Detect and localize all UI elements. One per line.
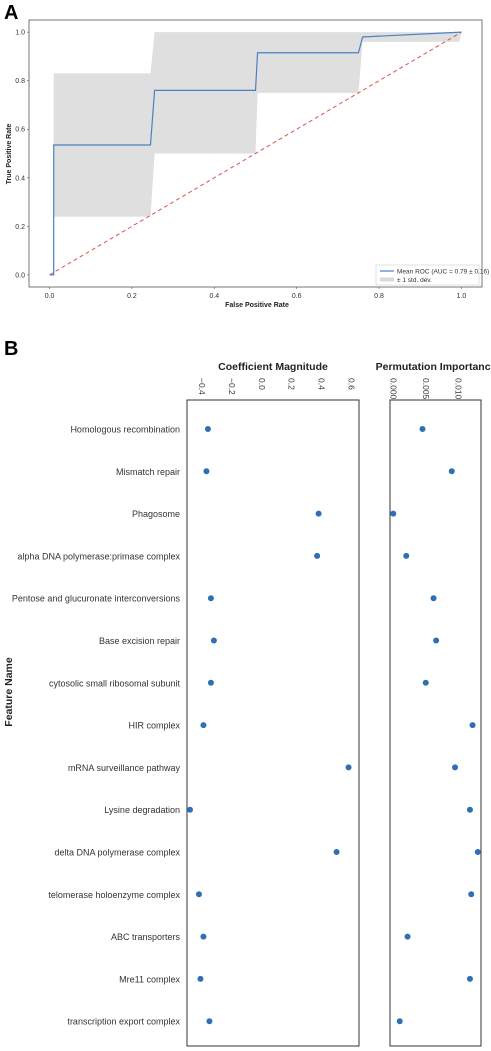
roc-x-ticks: 0.0 0.2 0.4 0.6 0.8 1.0 <box>45 287 467 300</box>
permutation-x-tick-label: 0.000 <box>388 378 398 400</box>
coefficient-point-13 <box>197 975 204 982</box>
feature-label-14: transcription export complex <box>67 1017 180 1027</box>
coefficient-point-0 <box>204 426 211 432</box>
feature-label-13: Mre11 complex <box>119 974 180 984</box>
roc-mean-line <box>49 31 462 276</box>
permutation-points <box>390 426 481 1025</box>
coefficient-point-14 <box>206 1018 213 1025</box>
coefficient-x-tick-label: −0.2 <box>227 378 237 395</box>
permutation-point-8 <box>452 764 458 771</box>
roc-y-ticks: 0.0 0.2 0.4 0.6 0.8 1.0 <box>15 30 29 279</box>
feature-label-6: cytosolic small ribosomal subunit <box>49 678 181 688</box>
coefficient-point-6 <box>207 679 214 686</box>
coefficient-point-12 <box>200 933 207 940</box>
feature-label-5: Base excision repair <box>99 636 180 646</box>
coefficient-point-5 <box>210 637 217 644</box>
feature-label-9: Lysine degradation <box>104 805 180 815</box>
coefficient-point-11 <box>195 891 202 898</box>
roc-chart: 0.0 0.2 0.4 0.6 0.8 1.0 0.0 0.2 0.4 0.6 0.8 1.0 Fa… <box>6 19 489 309</box>
permutation-point-6 <box>422 679 429 686</box>
coefficient-point-3 <box>314 552 321 559</box>
permutation-point-12 <box>404 933 411 940</box>
coefficient-plot-frame <box>186 399 360 1047</box>
feature-label-12: ABC transporters <box>111 932 181 942</box>
roc-legend-std-swatch <box>380 277 394 282</box>
roc-x-tick-label: 1.0 <box>457 293 467 300</box>
permutation-point-13 <box>466 975 473 982</box>
feature-label-7: HIR complex <box>128 721 180 731</box>
feature-label-0: Homologous recombination <box>70 425 180 435</box>
permutation-point-7 <box>469 722 476 729</box>
roc-x-tick-label: 0.0 <box>45 293 55 300</box>
permutation-point-9 <box>466 806 473 813</box>
roc-mean-line-group <box>49 31 462 276</box>
roc-y-tick-label: 0.0 <box>15 272 25 279</box>
coefficient-x-tick-label: 0.6 <box>347 378 357 390</box>
feature-axis-label: Feature Name <box>3 657 15 727</box>
roc-y-axis-label: True Positive Rate <box>6 124 13 185</box>
coefficient-x-tick-label: 0.0 <box>257 378 267 390</box>
roc-legend-mean-label: Mean ROC (AUC = 0.79 ± 0.16) <box>397 269 489 276</box>
roc-chance-line <box>49 31 462 276</box>
roc-legend-std-label: ± 1 std. dev. <box>397 277 432 284</box>
roc-chance-line-group <box>49 31 462 276</box>
coefficient-points <box>186 426 352 1025</box>
feature-label-3: alpha DNA polymerase:primase complex <box>17 551 180 561</box>
roc-y-tick-label: 1.0 <box>15 30 25 37</box>
permutation-point-4 <box>430 595 437 602</box>
roc-x-tick-label: 0.6 <box>292 293 302 300</box>
roc-legend: Mean ROC (AUC = 0.79 ± 0.16) ± 1 std. de… <box>375 264 489 286</box>
feature-labels: Homologous recombination Mismatch repair P… <box>12 425 181 1027</box>
permutation-point-14 <box>396 1018 403 1025</box>
coefficient-x-tick-label: 0.2 <box>287 378 297 390</box>
permutation-point-5 <box>433 637 440 644</box>
permutation-title: Permutation Importance <box>376 361 491 373</box>
coefficient-x-tick-label: 0.4 <box>317 378 327 390</box>
panel-label-a: A <box>4 2 18 24</box>
permutation-x-tick-label: 0.005 <box>421 378 431 400</box>
feature-label-2: Phagosome <box>132 509 180 519</box>
permutation-x-tick-label: 0.010 <box>453 378 463 400</box>
feature-label-10: delta DNA polymerase complex <box>54 848 180 858</box>
coefficient-subplot: Coefficient Magnitude −0.4 −0.2 0.0 0.2 0.4 0… <box>186 361 360 1047</box>
roc-y-tick-label: 0.6 <box>15 127 25 134</box>
coefficient-point-4 <box>207 595 214 602</box>
coefficient-point-2 <box>315 510 322 517</box>
roc-y-tick-label: 0.8 <box>15 78 25 85</box>
permutation-subplot: Permutation Importance 0.000 0.005 0.010 <box>376 361 491 1047</box>
coefficient-x-tick-label: −0.4 <box>197 378 207 395</box>
coefficient-point-9 <box>186 806 193 813</box>
roc-x-tick-label: 0.2 <box>127 293 137 300</box>
permutation-point-2 <box>390 510 397 517</box>
permutation-point-1 <box>448 468 455 475</box>
roc-y-tick-label: 0.2 <box>15 224 25 231</box>
feature-label-8: mRNA surveillance pathway <box>68 763 181 773</box>
coefficient-title: Coefficient Magnitude <box>218 361 328 373</box>
permutation-plot-frame <box>389 399 482 1047</box>
feature-label-11: telomerase holoenzyme complex <box>48 890 180 900</box>
coefficient-point-10 <box>333 849 340 855</box>
roc-x-tick-label: 0.4 <box>209 293 219 300</box>
roc-legend-frame <box>375 264 480 286</box>
feature-label-4: Pentose and glucuronate interconversions <box>12 594 181 604</box>
permutation-point-3 <box>403 552 410 559</box>
panel-label-b: B <box>4 338 18 360</box>
permutation-point-11 <box>468 891 475 898</box>
permutation-point-0 <box>419 426 426 432</box>
coefficient-point-7 <box>200 722 207 729</box>
coefficient-point-8 <box>345 764 352 771</box>
roc-y-tick-label: 0.4 <box>15 175 25 182</box>
feature-label-1: Mismatch repair <box>116 467 180 477</box>
coefficient-x-ticks: −0.4 −0.2 0.0 0.2 0.4 0.6 <box>197 378 357 395</box>
coefficient-point-1 <box>203 468 210 475</box>
permutation-x-ticks: 0.000 0.005 0.010 <box>388 378 463 400</box>
permutation-point-10 <box>474 849 481 855</box>
roc-x-axis-label: False Positive Rate <box>225 302 289 309</box>
roc-x-tick-label: 0.8 <box>374 293 384 300</box>
